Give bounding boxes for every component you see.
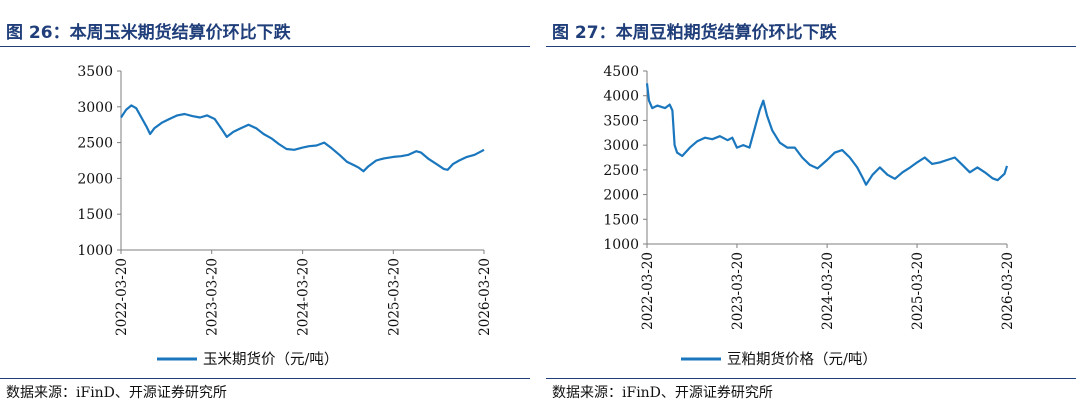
x-tick-label: 2024-03-20	[296, 258, 312, 336]
series-line	[120, 104, 485, 173]
y-tick-label: 1000	[77, 243, 113, 259]
y-tick-label: 3000	[603, 138, 639, 154]
y-tick-label: 2000	[77, 171, 113, 187]
source-rule	[0, 378, 530, 379]
x-tick-label: 2023-03-20	[730, 252, 746, 330]
x-tick-label: 2022-03-20	[114, 258, 130, 336]
y-tick-label: 1500	[603, 212, 639, 228]
y-tick-label: 3500	[77, 64, 113, 80]
x-tick-label: 2025-03-20	[910, 252, 926, 330]
x-tick-label: 2024-03-20	[820, 252, 836, 330]
figure-title: 图 26：本周玉米期货结算价环比下跌	[6, 23, 291, 43]
x-tick-label: 2025-03-20	[386, 258, 402, 336]
y-tick-label: 2000	[603, 188, 639, 204]
y-tick-label: 1000	[603, 237, 639, 253]
source-note: 数据来源：iFinD、开源证券研究所	[552, 385, 773, 401]
series-line	[645, 83, 1009, 186]
title-rule	[0, 46, 530, 47]
y-tick-label: 2500	[77, 136, 113, 152]
y-tick-label: 1500	[77, 207, 113, 223]
y-tick-label: 4000	[603, 89, 639, 105]
x-tick-label: 2023-03-20	[205, 258, 221, 336]
legend-label: 豆粕期货价格（元/吨）	[727, 351, 877, 368]
figure-title: 图 27：本周豆粕期货结算价环比下跌	[552, 23, 837, 43]
y-tick-label: 4500	[603, 64, 639, 80]
title-rule	[546, 46, 1076, 47]
x-tick-label: 2026-03-20	[477, 258, 493, 336]
y-tick-label: 2500	[603, 163, 639, 179]
line-chart: 4500 4000 3500 3000 2500 2000 1500 10002022-03-…	[603, 64, 1016, 368]
chart-panel-corn: 图 26：本周玉米期货结算价环比下跌 3500 3000 2500 2000 1500 1…	[0, 0, 530, 416]
x-tick-label: 2026-03-20	[1000, 252, 1016, 330]
legend-label: 玉米期货价（元/吨）	[203, 351, 338, 368]
x-tick-label: 2022-03-20	[640, 252, 656, 330]
chart-panel-soymeal: 图 27：本周豆粕期货结算价环比下跌 4500 4000 3500 3000 2500 2…	[546, 0, 1076, 416]
y-tick-label: 3500	[603, 113, 639, 129]
y-tick-label: 3000	[77, 100, 113, 116]
source-note: 数据来源：iFinD、开源证券研究所	[6, 385, 227, 401]
source-rule	[546, 378, 1076, 379]
